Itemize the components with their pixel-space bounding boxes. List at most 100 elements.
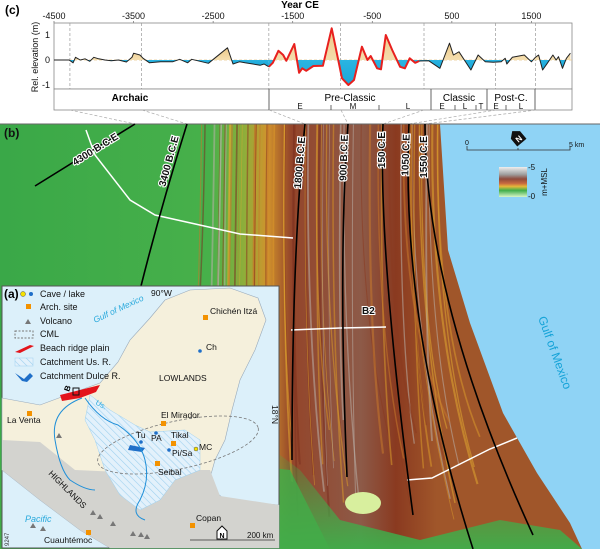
latitude-label: 18°N: [270, 405, 280, 424]
ridge-streak: [436, 123, 481, 438]
north-arrow-icon: N: [510, 131, 527, 147]
isochrone-label: 1050 C.E: [400, 134, 412, 176]
subperiod-label: E: [493, 102, 498, 111]
site-seibal: Seibal: [158, 467, 182, 477]
transect-line: [406, 437, 518, 481]
map-scale-bar: 0 5 km: [465, 140, 584, 151]
site-mc: MC: [199, 442, 212, 452]
panel-a-regional-map: (a) Cave / lake Arch. site Volcano CML B…: [1, 285, 280, 549]
legend-volcano: Volcano: [40, 316, 72, 326]
elevation-profile-line-0: [54, 47, 270, 68]
colorbar-ramp: [499, 167, 527, 197]
ridge-streak: [304, 123, 315, 486]
subperiod-label: L: [406, 102, 411, 111]
x-tick-label: 500: [444, 11, 459, 21]
arch-site-markers: [27, 315, 208, 535]
panel-c-label: (c): [5, 3, 20, 17]
study-box-label: B: [62, 384, 73, 393]
elevation-profile-line-2: [419, 42, 571, 71]
catchment-us-icon: [14, 357, 34, 367]
inset-legend: (a) Cave / lake Arch. site Volcano CML B…: [4, 287, 121, 382]
inset-scale-label: 200 km: [247, 531, 274, 540]
transect-line: [85, 129, 294, 239]
panel-b-label: (b): [4, 126, 19, 140]
colorbar-unit: m+MSL: [540, 168, 549, 196]
legend-beach-ridge: Beach ridge plain: [40, 343, 110, 353]
subperiod-label: L: [463, 102, 468, 111]
ridge-streak: [402, 123, 451, 423]
subperiod-label: L: [519, 102, 524, 111]
cml-boundary: [97, 415, 259, 475]
period-archaic: Archaic: [112, 93, 149, 104]
isochrone-label: 150 C.E: [377, 132, 388, 168]
legend-catchment-us: Catchment Us. R.: [40, 357, 111, 367]
elevation-colorbar: -5 -0 m+MSL: [499, 163, 549, 201]
study-area-box: [72, 387, 80, 396]
y-tick-label: 0: [45, 55, 50, 65]
site-ch: Ch: [206, 342, 217, 352]
svg-text:N: N: [514, 134, 524, 145]
site-tikal: Tikal: [171, 430, 189, 440]
period-classic: Classic: [443, 93, 475, 104]
area-above-zero: [419, 43, 571, 60]
ridge-streak: [328, 123, 334, 469]
isochrone-lines: [34, 123, 534, 549]
inset-north-arrow-icon: N: [216, 525, 228, 540]
ridge-streak: [360, 123, 397, 465]
plot-frame: [53, 22, 573, 90]
legend-cml: CML: [40, 329, 59, 339]
period-map-connectors: [69, 109, 537, 125]
isochrone-4300-bce: [34, 123, 136, 187]
x-tick-label: 1500: [521, 11, 541, 21]
north-label: N: [219, 533, 224, 540]
isochrone-3400-bce: [139, 123, 188, 291]
panel-c-elevation-chart: (c) Year CE Rel. elevation (m) -4500 -350…: [5, 0, 573, 125]
ridge-streak: [388, 123, 418, 434]
ridge-streak: [377, 123, 405, 459]
catchment-dulce-icon: [15, 373, 33, 382]
elevation-profile-line-1: [268, 27, 420, 86]
arch-site-icon: [26, 304, 31, 309]
subperiod-label: E: [439, 102, 444, 111]
site-la-venta: La Venta: [7, 415, 41, 425]
site-chichen-itza: Chichén Itzá: [210, 306, 258, 316]
ridge-streak: [283, 123, 292, 482]
x-tick-label: -4500: [42, 11, 65, 21]
y-tick-label: 1: [45, 30, 50, 40]
cave-marker: [193, 446, 199, 452]
ridge-streak: [431, 123, 479, 485]
figure-id: 9247: [5, 532, 11, 546]
ridge-streak: [338, 123, 345, 421]
ridge-streak: [318, 123, 331, 517]
site-tu: Tu: [136, 430, 146, 440]
site-cuauhtemoc: Cuauhtémoc: [44, 535, 93, 545]
period-pre-classic: Pre-Classic: [324, 93, 375, 104]
beach-ridge-icon: [15, 345, 34, 353]
scale-zero: 0: [465, 140, 469, 147]
isochrone-1550-ce: [424, 123, 534, 536]
panel-a-label: (a): [4, 287, 19, 301]
legend-catchment-dulce: Catchment Dulce R.: [40, 371, 121, 381]
period-post-classic: Post-C.: [494, 93, 527, 104]
rivers: [53, 397, 148, 521]
legend-arch-site: Arch. site: [40, 302, 78, 312]
x-tick-label: -3500: [122, 11, 145, 21]
x-tick-label: -500: [363, 11, 381, 21]
isochrone-1800-bce: [291, 123, 306, 461]
pacific-label: Pacific: [25, 514, 52, 524]
ridge-streak: [315, 123, 330, 431]
ridge-streak: [428, 123, 460, 465]
volcano-icons: [30, 433, 150, 539]
area-below-zero: [268, 60, 420, 85]
lagoon: [345, 492, 381, 514]
isochrone-label: 900 B.C.E: [338, 134, 351, 181]
isochrone-900-bce: [341, 123, 349, 478]
catchment-dulce: [128, 445, 145, 452]
colorbar-min: -0: [528, 192, 536, 201]
ridge-streak: [343, 123, 361, 511]
ridge-streak: [325, 123, 349, 487]
y-axis-title: Rel. elevation (m): [30, 22, 40, 93]
isochrone-1050-ce: [407, 123, 474, 549]
x-tick-label: -1500: [281, 11, 304, 21]
